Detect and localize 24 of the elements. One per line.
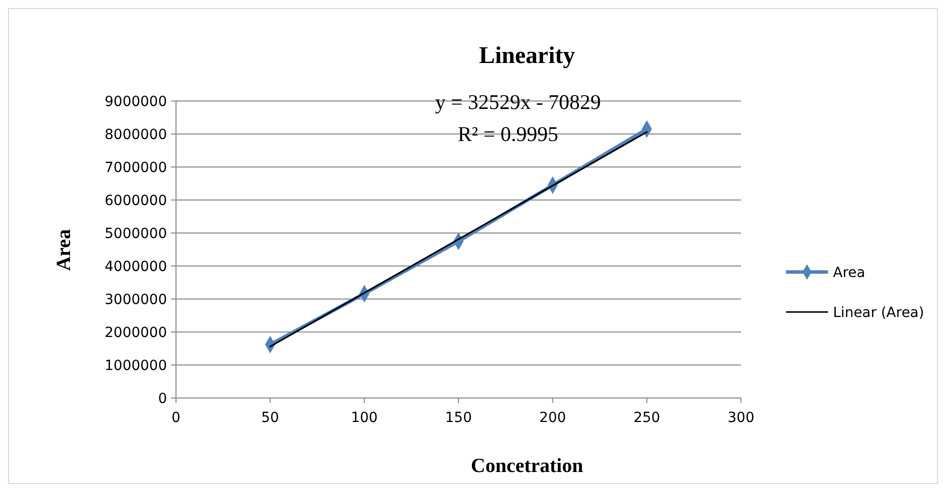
- annotation: y = 32529x - 70829: [435, 90, 601, 114]
- y-tick-label: 7000000: [104, 160, 167, 176]
- y-tick-label: 6000000: [104, 192, 167, 209]
- y-tick-label: 0: [158, 390, 167, 407]
- x-tick-label: 200: [539, 410, 566, 426]
- y-tick-label: 5000000: [104, 226, 167, 242]
- x-tick-label: 300: [728, 410, 754, 426]
- x-tick-label: 150: [445, 410, 472, 426]
- chart-title: Linearity: [479, 43, 575, 69]
- legend-label: Linear (Area): [833, 304, 924, 321]
- y-tick-label: 9000000: [104, 94, 167, 110]
- x-axis-title: Concetration: [470, 455, 584, 477]
- x-tick-label: 100: [350, 410, 378, 426]
- y-tick-label: 8000000: [104, 126, 167, 143]
- annotation: R² = 0.9995: [458, 122, 558, 146]
- x-tick-label: 50: [261, 410, 280, 426]
- legend-label: Area: [833, 264, 866, 281]
- y-tick-label: 2000000: [104, 324, 167, 341]
- y-tick-label: 1000000: [104, 358, 167, 374]
- y-tick-label: 3000000: [104, 292, 167, 308]
- y-tick-label: 4000000: [104, 258, 167, 275]
- x-tick-label: 250: [633, 410, 660, 426]
- x-tick-label: 0: [172, 410, 180, 426]
- y-axis-title: Area: [53, 229, 75, 271]
